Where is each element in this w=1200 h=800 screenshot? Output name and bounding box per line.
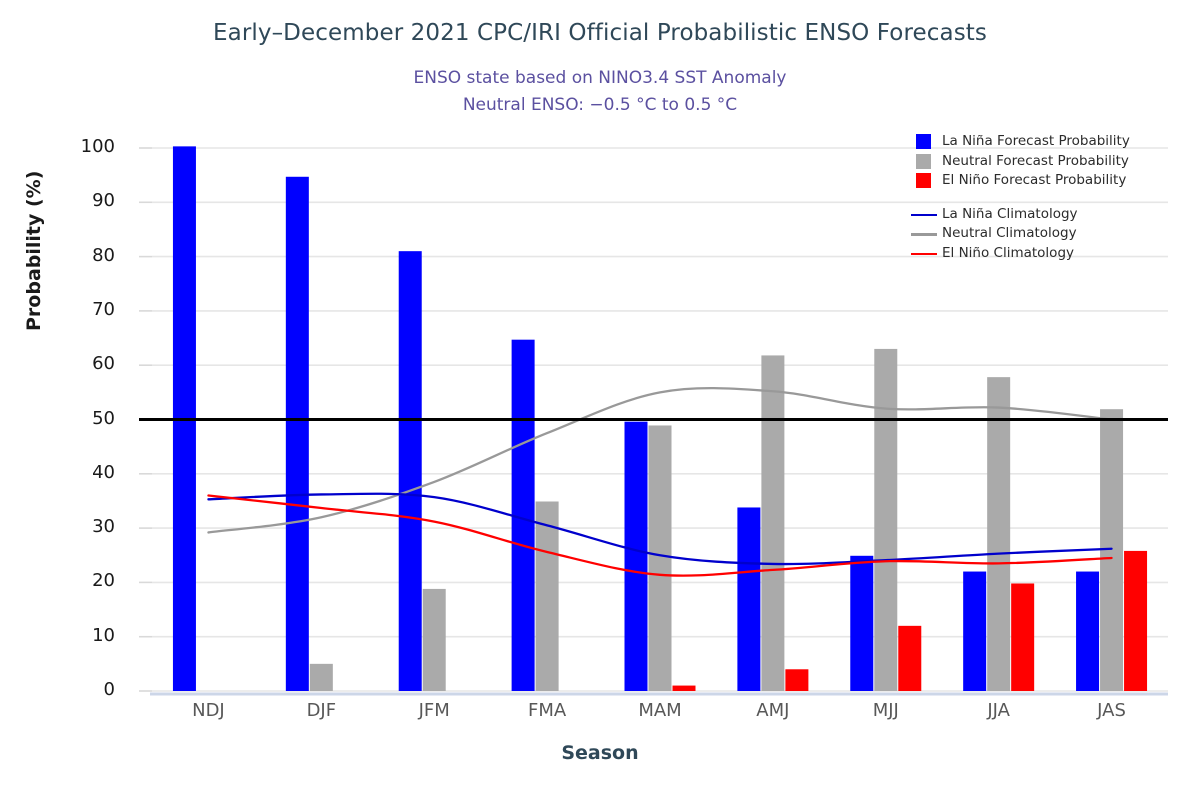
bar bbox=[874, 348, 898, 691]
legend-label: La Niña Forecast Probability bbox=[942, 133, 1130, 149]
bar bbox=[422, 588, 446, 691]
x-tick-label: JJA bbox=[987, 700, 1010, 721]
x-tick-label: FMA bbox=[528, 700, 567, 721]
bar bbox=[1124, 550, 1148, 691]
x-tick-label: AMJ bbox=[756, 700, 790, 721]
bar bbox=[535, 501, 559, 691]
bar bbox=[672, 685, 696, 691]
bar bbox=[898, 625, 922, 691]
y-tick-marks bbox=[139, 147, 152, 692]
x-axis-label: Season bbox=[561, 742, 639, 764]
chart-subtitle-line2: Neutral ENSO: −0.5 °C to 0.5 °C bbox=[462, 95, 738, 115]
bar bbox=[285, 176, 309, 692]
x-tick-label: JFM bbox=[418, 700, 450, 721]
page-title: Early–December 2021 CPC/IRI Official Pro… bbox=[213, 20, 987, 46]
y-tick-label: 90 bbox=[92, 190, 115, 212]
legend-swatch bbox=[916, 134, 931, 149]
y-axis-label: Probability (%) bbox=[23, 170, 45, 331]
bar bbox=[761, 355, 785, 691]
bar bbox=[1100, 409, 1124, 691]
x-tick-label: MAM bbox=[638, 700, 682, 721]
y-tick-label: 100 bbox=[80, 136, 115, 157]
bar bbox=[624, 421, 648, 691]
legend-label: La Niña Climatology bbox=[942, 205, 1078, 222]
legend-swatch bbox=[916, 153, 931, 169]
climatology-line bbox=[207, 492, 1113, 566]
y-tick-label: 0 bbox=[103, 679, 115, 700]
y-tick-label: 50 bbox=[92, 407, 115, 429]
bar bbox=[648, 425, 672, 691]
y-tick-label: 40 bbox=[92, 461, 115, 483]
bar-group bbox=[172, 146, 1148, 692]
climatology-line bbox=[207, 494, 1113, 577]
bar bbox=[309, 663, 333, 691]
y-tick-label: 20 bbox=[92, 570, 115, 592]
x-tick-label: JAS bbox=[1097, 700, 1126, 721]
legend-label: Neutral Forecast Probability bbox=[942, 152, 1129, 169]
bar bbox=[785, 669, 809, 691]
y-tick-label: 10 bbox=[92, 624, 115, 646]
bar bbox=[987, 377, 1011, 691]
bar bbox=[850, 555, 874, 691]
legend-line-swatch bbox=[911, 252, 937, 255]
legend-line-swatch bbox=[911, 213, 937, 216]
bar bbox=[511, 339, 535, 691]
bar bbox=[1076, 571, 1100, 691]
x-tick-label: DJF bbox=[306, 700, 337, 721]
legend-label: Neutral Climatology bbox=[942, 225, 1077, 241]
legend-label: El Niño Climatology bbox=[942, 244, 1075, 261]
legend-label: El Niño Forecast Probability bbox=[942, 172, 1127, 188]
legend-swatch bbox=[916, 173, 931, 188]
y-tick-label: 60 bbox=[92, 353, 115, 375]
y-tick-label: 80 bbox=[92, 244, 115, 266]
y-tick-label: 70 bbox=[92, 298, 115, 320]
y-tick-label: 30 bbox=[92, 516, 115, 538]
bar bbox=[963, 571, 987, 691]
legend-line-swatch bbox=[911, 233, 937, 236]
climatology-lines bbox=[207, 386, 1113, 577]
x-tick-label: NDJ bbox=[192, 700, 225, 721]
climatology-line bbox=[207, 386, 1113, 534]
x-tick-label: MJJ bbox=[872, 700, 899, 721]
bar bbox=[737, 507, 761, 691]
chart-subtitle-line1: ENSO state based on NINO3.4 SST Anomaly bbox=[413, 68, 787, 88]
bar bbox=[398, 251, 422, 692]
bar bbox=[1011, 583, 1035, 691]
